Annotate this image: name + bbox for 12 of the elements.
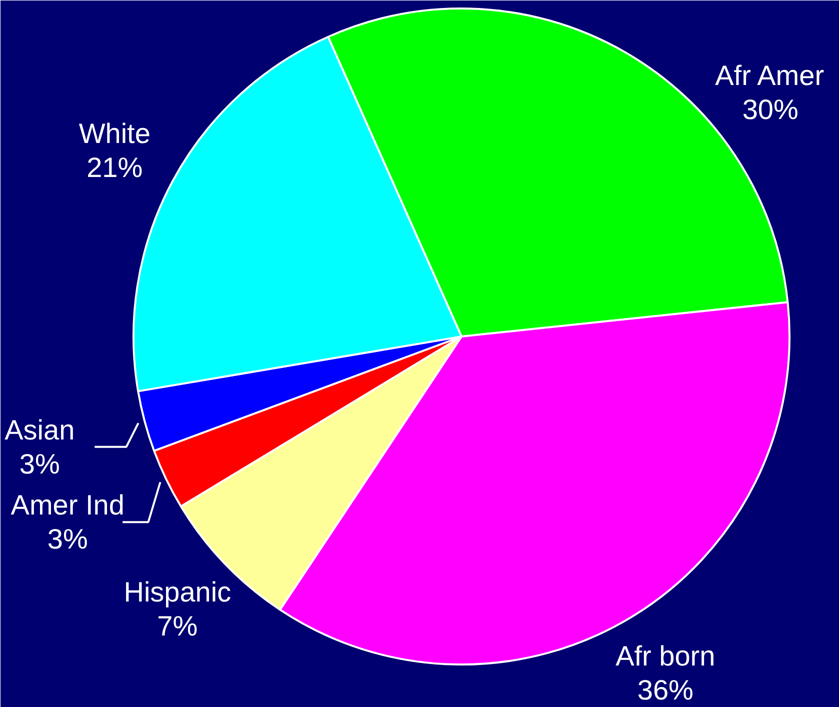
data-label: 36% [637, 674, 694, 706]
slice-label: Amer Ind [10, 490, 124, 521]
slice-label: White [78, 118, 150, 150]
data-label: 3% [19, 448, 60, 480]
data-label: 3% [47, 524, 88, 555]
slice-label: Hispanic [124, 576, 232, 608]
slice-label: Afr Amer [715, 60, 824, 91]
data-label: 7% [157, 610, 198, 642]
slice-label: Asian [4, 414, 75, 446]
data-label: 21% [86, 152, 143, 184]
slice-label: Afr born [616, 640, 716, 672]
data-label: 30% [742, 94, 798, 125]
